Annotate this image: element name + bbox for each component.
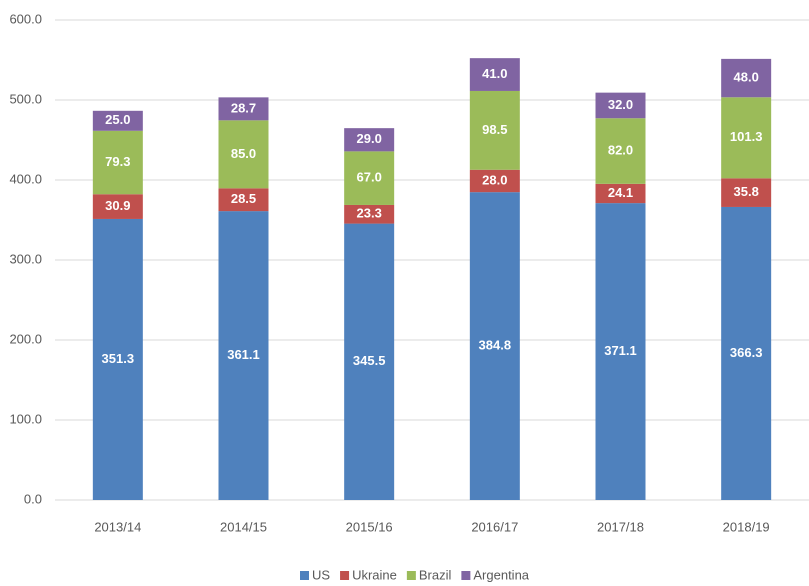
bar-segment <box>721 97 772 179</box>
value-label: 85.0 <box>231 146 256 161</box>
bar-segment <box>721 58 772 98</box>
value-label: 366.3 <box>730 345 763 360</box>
bar-segment <box>92 130 143 195</box>
x-tick-label: 2013/14 <box>94 519 141 534</box>
x-tick-label: 2017/18 <box>597 519 644 534</box>
y-tick-label: 300.0 <box>9 251 42 266</box>
bar-segment <box>218 120 269 189</box>
value-label: 345.5 <box>353 353 386 368</box>
bar-segment <box>218 211 269 500</box>
y-tick-label: 500.0 <box>9 91 42 106</box>
value-label: 25.0 <box>105 112 130 127</box>
value-label: 41.0 <box>482 66 507 81</box>
value-label: 82.0 <box>608 142 633 157</box>
bar-segment <box>344 223 395 500</box>
y-tick-label: 400.0 <box>9 171 42 186</box>
x-tick-label: 2016/17 <box>471 519 518 534</box>
bar-segment <box>344 128 395 152</box>
value-label: 101.3 <box>730 129 763 144</box>
value-label: 48.0 <box>734 70 759 85</box>
value-label: 30.9 <box>105 198 130 213</box>
bar-segment <box>92 218 143 500</box>
value-label: 384.8 <box>479 338 512 353</box>
bar-segment <box>595 203 646 500</box>
value-label: 35.8 <box>734 184 759 199</box>
legend-label: Ukraine <box>352 567 397 582</box>
bar-segment <box>721 178 772 207</box>
legend-label: Brazil <box>419 567 452 582</box>
bar-segment <box>344 204 395 224</box>
legend-swatch <box>300 571 309 580</box>
value-label: 28.0 <box>482 172 507 187</box>
bar-segment <box>218 97 269 121</box>
bar-segment <box>469 90 520 170</box>
value-label: 361.1 <box>227 347 260 362</box>
value-label: 23.3 <box>357 206 382 221</box>
bar-segment <box>469 58 520 91</box>
value-label: 351.3 <box>102 351 135 366</box>
legend-swatch <box>340 571 350 580</box>
value-label: 371.1 <box>604 343 637 358</box>
value-label: 79.3 <box>105 154 130 169</box>
bar-segment <box>344 151 395 205</box>
bar-segment <box>595 118 646 184</box>
bar-segment <box>218 188 269 212</box>
bar-segment <box>92 194 143 219</box>
value-label: 28.7 <box>231 100 256 115</box>
bar-segment <box>721 206 772 500</box>
y-tick-label: 600.0 <box>9 11 42 26</box>
value-label: 28.5 <box>231 191 256 206</box>
legend-label: US <box>312 567 330 582</box>
x-tick-label: 2018/19 <box>723 519 770 534</box>
bar-segment <box>595 183 646 204</box>
value-label: 24.1 <box>608 185 633 200</box>
y-tick-label: 100.0 <box>9 411 42 426</box>
legend-swatch <box>461 571 471 580</box>
value-label: 98.5 <box>482 122 507 137</box>
bar-segment <box>469 192 520 500</box>
bar-segment <box>92 110 143 131</box>
value-label: 67.0 <box>357 170 382 185</box>
bar-segment <box>469 169 520 193</box>
value-label: 32.0 <box>608 97 633 112</box>
value-label: 29.0 <box>357 131 382 146</box>
legend-label: Argentina <box>473 567 529 582</box>
y-tick-label: 200.0 <box>9 331 42 346</box>
legend-swatch <box>406 571 416 580</box>
x-tick-label: 2015/16 <box>346 519 393 534</box>
y-tick-label: 0.0 <box>24 491 42 506</box>
x-tick-label: 2014/15 <box>220 519 267 534</box>
bar-segment <box>595 92 646 119</box>
